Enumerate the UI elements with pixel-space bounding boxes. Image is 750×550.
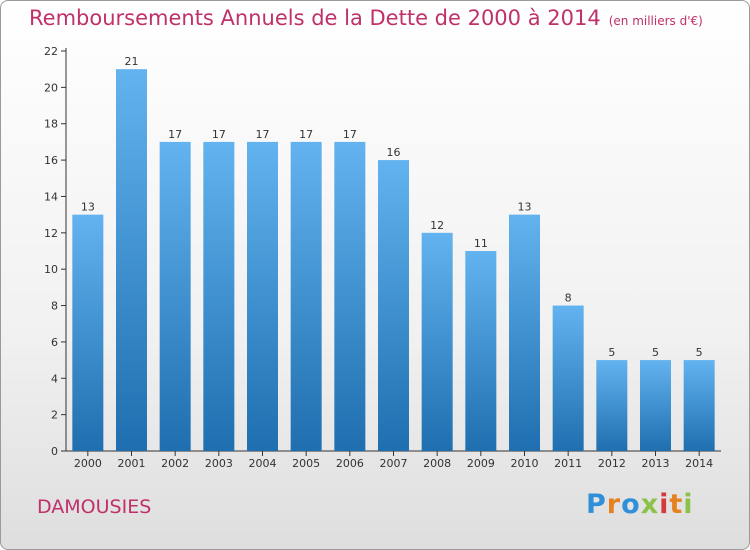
y-tick-label: 22 bbox=[44, 45, 58, 58]
bar-value-label: 21 bbox=[125, 55, 139, 68]
bar-value-label: 17 bbox=[256, 128, 270, 141]
y-tick-label: 12 bbox=[44, 227, 58, 240]
x-tick-label: 2011 bbox=[554, 457, 582, 470]
logo-letter: t bbox=[669, 489, 684, 520]
bar bbox=[596, 360, 628, 451]
bar-value-label: 17 bbox=[168, 128, 182, 141]
bar-value-label: 17 bbox=[212, 128, 226, 141]
bar-value-label: 16 bbox=[387, 146, 401, 159]
bar bbox=[683, 360, 715, 451]
bar bbox=[159, 141, 191, 451]
bar-value-label: 8 bbox=[565, 292, 572, 305]
x-tick-label: 2003 bbox=[205, 457, 233, 470]
x-tick-label: 2014 bbox=[685, 457, 713, 470]
x-tick-label: 2001 bbox=[118, 457, 146, 470]
y-tick-label: 0 bbox=[51, 445, 58, 458]
title-unit: (en milliers d'€) bbox=[608, 14, 703, 28]
y-tick-label: 8 bbox=[51, 300, 58, 313]
axes: 0 2 4 6 8 10 12 14 16 18 20 22 2000 2001 2002 2003 2004 2… bbox=[44, 45, 721, 470]
y-tick-label: 10 bbox=[44, 263, 58, 276]
bar bbox=[116, 69, 147, 451]
logo-letter: x bbox=[640, 489, 660, 520]
bar bbox=[290, 141, 322, 451]
bar-value-label: 12 bbox=[430, 219, 444, 232]
bar bbox=[378, 160, 409, 451]
bar bbox=[509, 214, 540, 451]
x-tick-label: 2009 bbox=[467, 457, 495, 470]
logo-letter: i bbox=[683, 489, 694, 520]
bar bbox=[421, 232, 453, 451]
x-tick-label: 2005 bbox=[292, 457, 320, 470]
y-tick-label: 4 bbox=[51, 372, 58, 385]
y-tick-label: 6 bbox=[51, 336, 58, 349]
x-tick-label: 2012 bbox=[598, 457, 626, 470]
x-tick-label: 2008 bbox=[423, 457, 451, 470]
bar bbox=[334, 141, 366, 451]
bar bbox=[640, 360, 671, 451]
y-tick-label: 16 bbox=[44, 154, 58, 167]
proxiti-logo: Proxiti bbox=[586, 489, 694, 520]
logo-letter: P bbox=[586, 489, 607, 520]
y-tick-label: 20 bbox=[44, 81, 58, 94]
bar bbox=[552, 305, 584, 451]
x-tick-label: 2007 bbox=[380, 457, 408, 470]
y-tick-label: 14 bbox=[44, 190, 58, 203]
bar-value-label: 13 bbox=[518, 201, 532, 214]
bar bbox=[203, 141, 235, 451]
x-tick-label: 2002 bbox=[161, 457, 189, 470]
bar-value-label: 5 bbox=[696, 346, 703, 359]
logo-letter: r bbox=[606, 489, 622, 520]
x-tick-label: 2006 bbox=[336, 457, 364, 470]
bar-value-label: 13 bbox=[81, 201, 95, 214]
bar-value-label: 17 bbox=[343, 128, 357, 141]
bar-value-label: 11 bbox=[474, 237, 488, 250]
bars: 13 21 17 17 17 17 17 16 12 11 13 8 5 5 5 bbox=[72, 55, 715, 451]
bar-value-label: 5 bbox=[608, 346, 615, 359]
logo-letter: o bbox=[621, 489, 641, 520]
logo-letter: i bbox=[659, 489, 670, 520]
title-text: Remboursements Annuels de la Dette de 20… bbox=[29, 6, 601, 30]
bar-value-label: 17 bbox=[299, 128, 313, 141]
y-tick-label: 18 bbox=[44, 118, 58, 131]
x-tick-label: 2004 bbox=[249, 457, 277, 470]
chart-title: Remboursements Annuels de la Dette de 20… bbox=[29, 6, 703, 30]
bar bbox=[72, 214, 104, 451]
y-tick-label: 2 bbox=[51, 409, 58, 422]
bar bbox=[465, 251, 497, 451]
x-tick-label: 2010 bbox=[511, 457, 539, 470]
bar-value-label: 5 bbox=[652, 346, 659, 359]
town-name: DAMOUSIES bbox=[37, 496, 152, 518]
x-tick-label: 2000 bbox=[74, 457, 102, 470]
x-tick-label: 2013 bbox=[642, 457, 670, 470]
bar bbox=[247, 141, 278, 451]
